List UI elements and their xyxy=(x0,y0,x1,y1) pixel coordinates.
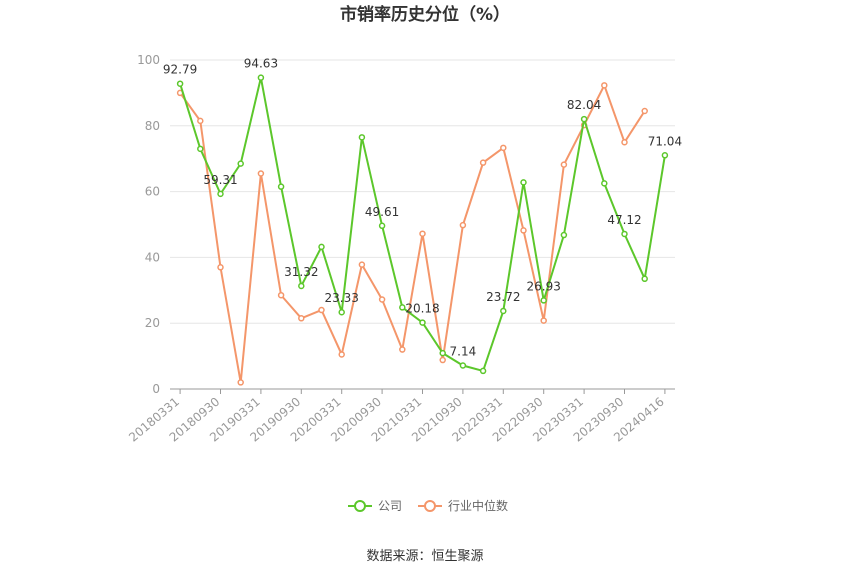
legend[interactable]: 公司 行业中位数 xyxy=(348,498,508,513)
data-point[interactable] xyxy=(338,351,345,358)
data-point[interactable] xyxy=(439,349,446,357)
data-label: 94.63 xyxy=(244,57,278,71)
data-point[interactable] xyxy=(298,282,305,290)
legend-item-0[interactable]: 公司 xyxy=(348,499,402,513)
data-label: 23.72 xyxy=(486,290,520,304)
data-point[interactable] xyxy=(277,291,285,299)
data-point[interactable] xyxy=(621,139,628,146)
data-point[interactable] xyxy=(661,152,669,159)
data-point[interactable] xyxy=(439,356,446,364)
data-point[interactable] xyxy=(621,230,628,238)
data-point[interactable] xyxy=(580,115,588,123)
legend-label: 行业中位数 xyxy=(448,498,508,513)
data-point[interactable] xyxy=(176,80,184,87)
data-label: 7.14 xyxy=(450,345,477,359)
data-label: 71.04 xyxy=(648,134,682,148)
data-point[interactable] xyxy=(257,74,265,81)
y-tick-label: 0 xyxy=(152,382,160,396)
data-point[interactable] xyxy=(399,304,406,311)
data-point[interactable] xyxy=(560,231,568,239)
data-label: 47.12 xyxy=(607,213,641,227)
data-point[interactable] xyxy=(318,306,325,314)
data-point[interactable] xyxy=(500,307,507,315)
y-tick-label: 60 xyxy=(145,185,160,199)
data-point[interactable] xyxy=(217,264,224,271)
series-line xyxy=(179,82,646,383)
data-point[interactable] xyxy=(479,159,487,166)
grid xyxy=(170,59,675,324)
data-point[interactable] xyxy=(601,180,608,187)
data-point[interactable] xyxy=(217,190,224,198)
data-label: 23.33 xyxy=(325,291,359,305)
data-label: 82.04 xyxy=(567,98,601,112)
data-point[interactable] xyxy=(560,161,568,168)
data-point[interactable] xyxy=(298,315,305,322)
data-source: 数据来源：恒生聚源 xyxy=(366,549,483,564)
data-point[interactable] xyxy=(358,134,366,141)
data-labels: 92.79 59.31 94.63 31.32 23.33 49.61 20.18 7.14 2… xyxy=(163,57,682,359)
data-point[interactable] xyxy=(419,230,426,237)
data-point[interactable] xyxy=(318,243,325,251)
y-tick-label: 80 xyxy=(145,119,160,133)
data-point[interactable] xyxy=(500,144,507,152)
data-point[interactable] xyxy=(399,346,406,353)
data-point[interactable] xyxy=(237,379,244,386)
data-point[interactable] xyxy=(459,362,467,369)
y-tick-label: 40 xyxy=(145,250,160,264)
data-label: 92.79 xyxy=(163,63,197,77)
data-point[interactable] xyxy=(378,296,386,303)
chart-title: 市销率历史分位（%） xyxy=(340,4,510,25)
data-label: 31.32 xyxy=(284,265,318,279)
legend-item-1[interactable]: 行业中位数 xyxy=(418,498,508,513)
legend-marker xyxy=(424,500,436,512)
data-point[interactable] xyxy=(479,367,487,375)
data-point[interactable] xyxy=(601,82,608,89)
y-tick-label: 100 xyxy=(137,53,160,67)
data-point[interactable] xyxy=(338,308,345,316)
data-point[interactable] xyxy=(641,107,648,115)
data-point[interactable] xyxy=(540,297,547,304)
series xyxy=(176,74,669,386)
legend-marker xyxy=(354,500,366,512)
series-0 xyxy=(176,74,669,375)
legend-label: 公司 xyxy=(378,499,402,513)
data-point[interactable] xyxy=(358,261,366,268)
data-label: 59.31 xyxy=(203,173,237,187)
series-1 xyxy=(176,82,648,386)
data-point[interactable] xyxy=(540,317,547,324)
data-point[interactable] xyxy=(197,117,204,125)
data-label: 20.18 xyxy=(405,302,439,316)
data-point[interactable] xyxy=(257,170,265,177)
data-point[interactable] xyxy=(520,227,527,234)
data-point[interactable] xyxy=(277,183,285,190)
series-line xyxy=(179,77,666,373)
y-tick-label: 20 xyxy=(145,316,160,330)
data-point[interactable] xyxy=(520,179,527,186)
data-label: 26.93 xyxy=(527,279,561,293)
data-point[interactable] xyxy=(641,275,648,283)
data-point[interactable] xyxy=(378,222,386,230)
data-point[interactable] xyxy=(237,160,244,167)
data-label: 49.61 xyxy=(365,205,399,219)
data-point[interactable] xyxy=(419,319,426,326)
data-point[interactable] xyxy=(197,145,204,153)
data-point[interactable] xyxy=(459,221,467,229)
